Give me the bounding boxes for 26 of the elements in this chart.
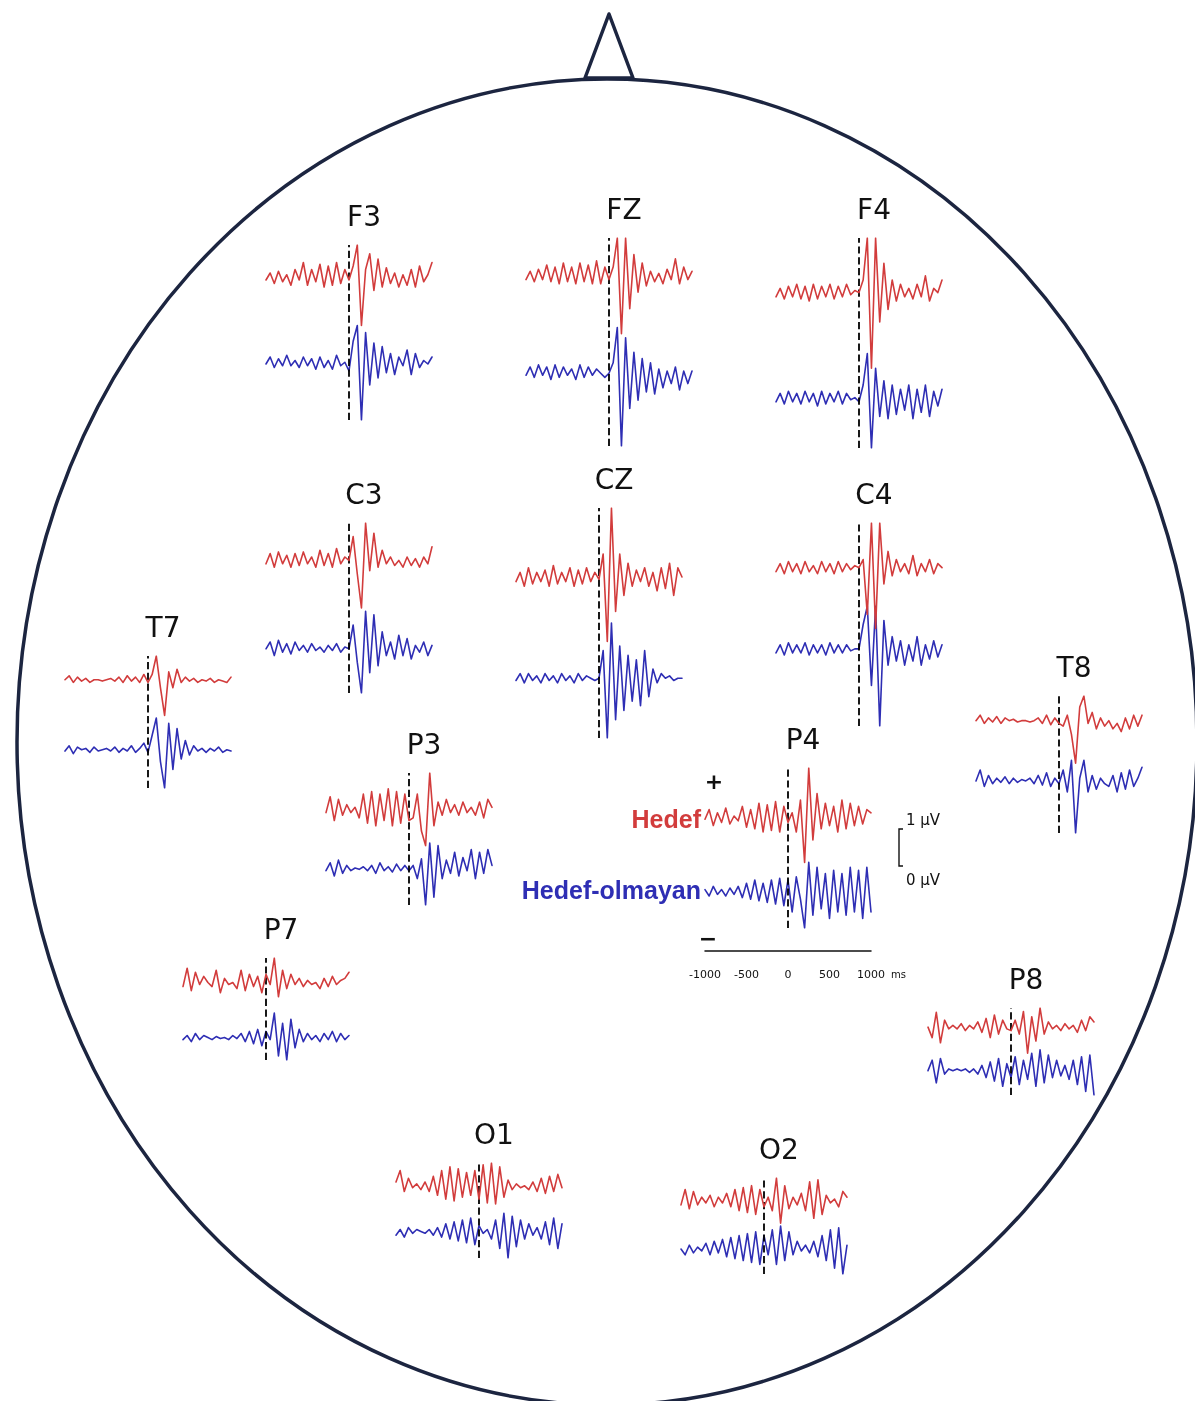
annotation: −	[698, 925, 718, 951]
x-tick-label: -1000	[689, 968, 721, 981]
x-tick-label: 500	[819, 968, 840, 981]
chart-title: C4	[855, 477, 893, 511]
chart-title: F3	[347, 199, 381, 233]
chart-title: O2	[759, 1132, 799, 1166]
series-label: Hedef-olmayan	[521, 875, 701, 904]
x-axis-title: ms	[890, 968, 906, 980]
chart-title: C3	[345, 477, 383, 511]
text: 1 µV	[906, 811, 941, 829]
chart-title: T7	[144, 610, 181, 644]
chart-title: P8	[1008, 962, 1044, 996]
chart-title: T8	[1055, 650, 1092, 684]
chart-title: P4	[785, 722, 821, 756]
x-tick-label: -500	[734, 968, 759, 981]
chart-title: O1	[474, 1117, 514, 1151]
text: 0 µV	[906, 871, 941, 889]
chart-title: FZ	[606, 192, 642, 226]
x-tick-label: 1000	[857, 968, 885, 981]
chart-title: CZ	[594, 462, 634, 496]
annotation: +	[704, 768, 724, 794]
chart-title: P7	[263, 912, 299, 946]
chart-title: P3	[406, 727, 442, 761]
chart-title: F4	[857, 192, 891, 226]
x-tick-label: 0	[784, 968, 792, 981]
series-label: Hedef	[631, 805, 702, 834]
